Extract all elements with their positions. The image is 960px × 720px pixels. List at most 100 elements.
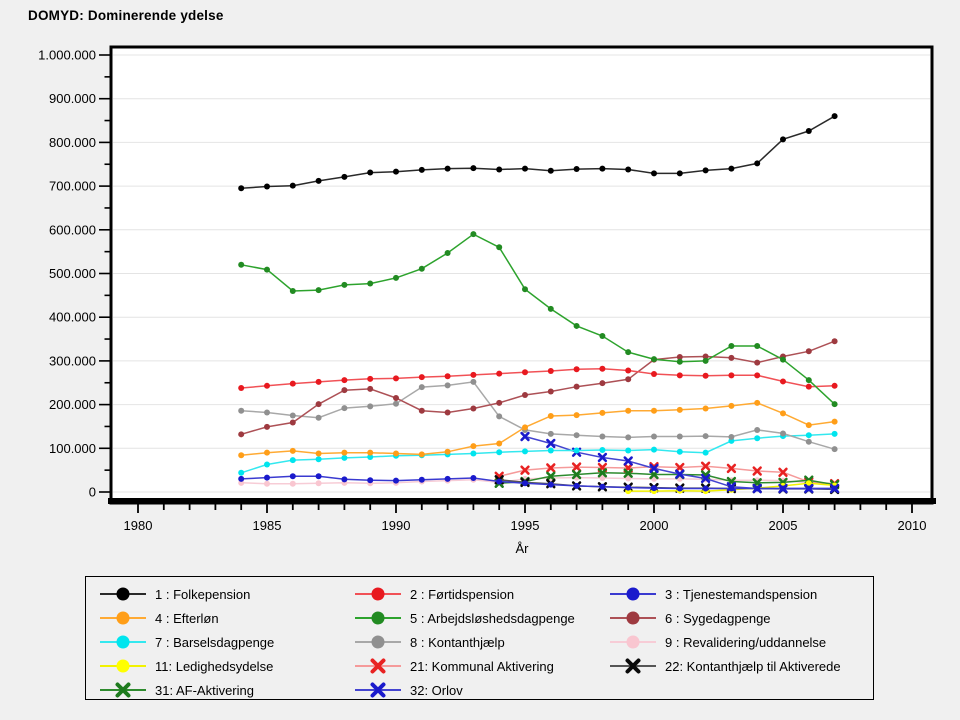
legend-marker-s4-dot-icon bbox=[100, 611, 146, 625]
legend-label-s3: 3 : Tjenestemandspension bbox=[665, 586, 818, 602]
series-marker-s6 bbox=[418, 407, 425, 414]
series-marker-s7 bbox=[264, 461, 270, 468]
series-line-s31 bbox=[499, 472, 835, 486]
series-marker-s4 bbox=[496, 440, 503, 447]
series-marker-s5 bbox=[573, 322, 580, 329]
series-marker-s6 bbox=[315, 401, 322, 408]
series-marker-s4 bbox=[367, 449, 374, 456]
series-line-s6 bbox=[240, 340, 835, 436]
series-marker-s3 bbox=[238, 475, 245, 482]
series-marker-s1 bbox=[805, 128, 812, 135]
series-marker-s21 bbox=[520, 465, 530, 475]
series-marker-s32 bbox=[700, 473, 711, 484]
series-line-s2 bbox=[241, 368, 835, 389]
series-marker-s6 bbox=[573, 383, 580, 390]
series-marker-s8 bbox=[728, 433, 735, 440]
series-marker-s3 bbox=[341, 476, 348, 483]
legend-label-s11: 11: Ledighedsydelse bbox=[155, 658, 274, 674]
series-marker-s8 bbox=[780, 430, 786, 437]
series-marker-s1 bbox=[599, 165, 606, 172]
legend-item-s9: 9 : Revalidering/uddannelse bbox=[610, 630, 826, 654]
series-marker-s1 bbox=[754, 160, 761, 167]
series-marker-s9 bbox=[264, 480, 270, 487]
legend-label-s8: 8 : Kontanthjælp bbox=[410, 634, 505, 650]
series-marker-s5 bbox=[496, 244, 503, 251]
legend: 1 : Folkepension 2 : Førtidspension 3 : Tj… bbox=[85, 576, 874, 700]
series-marker-s4 bbox=[702, 405, 709, 412]
series-marker-s5 bbox=[341, 281, 348, 288]
legend-item-s3: 3 : Tjenestemandspension bbox=[610, 582, 817, 606]
series-marker-s3 bbox=[289, 473, 296, 480]
series-marker-s3 bbox=[393, 477, 399, 484]
series-marker-s1 bbox=[341, 173, 348, 180]
series-marker-s7 bbox=[289, 457, 296, 464]
series-marker-s7 bbox=[702, 449, 709, 456]
series-marker-s7 bbox=[238, 469, 245, 476]
series-marker-s2 bbox=[470, 371, 477, 378]
series-marker-s8 bbox=[754, 426, 761, 433]
series-marker-s4 bbox=[780, 410, 786, 417]
series-marker-s1 bbox=[315, 177, 322, 184]
legend-marker-s11-dot-icon bbox=[100, 659, 146, 673]
legend-label-s2: 2 : Førtidspension bbox=[410, 586, 515, 602]
series-marker-s32 bbox=[597, 452, 608, 463]
series-marker-s21 bbox=[546, 463, 556, 473]
series-marker-s5 bbox=[754, 343, 761, 350]
series-marker-s6 bbox=[522, 391, 528, 398]
series-marker-s2 bbox=[522, 369, 528, 376]
series-marker-s8 bbox=[264, 409, 270, 416]
series-marker-s2 bbox=[418, 374, 425, 381]
series-marker-s1 bbox=[470, 165, 477, 172]
series-marker-s8 bbox=[341, 405, 348, 412]
series-marker-s6 bbox=[702, 353, 709, 360]
series-marker-s32 bbox=[546, 438, 556, 449]
series-marker-s7 bbox=[341, 454, 348, 461]
series-marker-s5 bbox=[238, 261, 245, 268]
series-marker-s4 bbox=[418, 451, 425, 458]
series-marker-s5 bbox=[651, 356, 657, 363]
series-marker-s7 bbox=[754, 435, 761, 442]
series-marker-s8 bbox=[496, 413, 503, 420]
series-marker-s1 bbox=[651, 170, 657, 177]
series-marker-s1 bbox=[702, 167, 709, 174]
series-marker-s2 bbox=[238, 384, 245, 391]
series-marker-s8 bbox=[599, 433, 606, 440]
series-marker-s6 bbox=[341, 387, 348, 394]
series-marker-s1 bbox=[289, 182, 296, 189]
legend-marker-s6-dot-icon bbox=[610, 611, 656, 625]
series-marker-s2 bbox=[289, 380, 296, 387]
series-marker-s1 bbox=[367, 169, 374, 176]
series-marker-s2 bbox=[625, 367, 632, 374]
legend-marker-s2-dot-icon bbox=[355, 587, 401, 601]
series-marker-s5 bbox=[315, 287, 322, 294]
series-marker-s3 bbox=[547, 481, 554, 488]
legend-item-s2: 2 : Førtidspension bbox=[355, 582, 514, 606]
series-marker-s1 bbox=[264, 183, 270, 190]
series-marker-s11 bbox=[805, 480, 812, 487]
series-line-s21 bbox=[499, 465, 835, 485]
series-marker-s6 bbox=[676, 353, 683, 360]
series-marker-s6 bbox=[728, 354, 735, 361]
series-marker-s3 bbox=[599, 483, 606, 490]
x-tick-label: 1980 bbox=[124, 518, 153, 533]
series-marker-s6 bbox=[496, 399, 503, 406]
legend-marker-s5-dot-icon bbox=[355, 611, 401, 625]
series-marker-s2 bbox=[702, 372, 709, 379]
series-marker-s8 bbox=[418, 384, 425, 391]
series-marker-s7 bbox=[599, 447, 606, 454]
series-marker-s2 bbox=[831, 382, 838, 389]
series-marker-s3 bbox=[754, 485, 761, 492]
series-marker-s2 bbox=[754, 372, 761, 379]
series-marker-s5 bbox=[418, 265, 425, 272]
series-marker-s6 bbox=[831, 338, 838, 345]
series-marker-s2 bbox=[264, 382, 270, 389]
series-marker-s5 bbox=[522, 286, 528, 293]
series-marker-s8 bbox=[289, 412, 296, 419]
series-marker-s4 bbox=[547, 412, 554, 419]
series-marker-s31 bbox=[546, 471, 556, 481]
series-marker-s31 bbox=[571, 469, 582, 480]
legend-item-s31: 31: AF-Aktivering bbox=[100, 678, 254, 702]
legend-marker-s7-dot-icon bbox=[100, 635, 146, 649]
series-marker-s21 bbox=[571, 462, 582, 472]
